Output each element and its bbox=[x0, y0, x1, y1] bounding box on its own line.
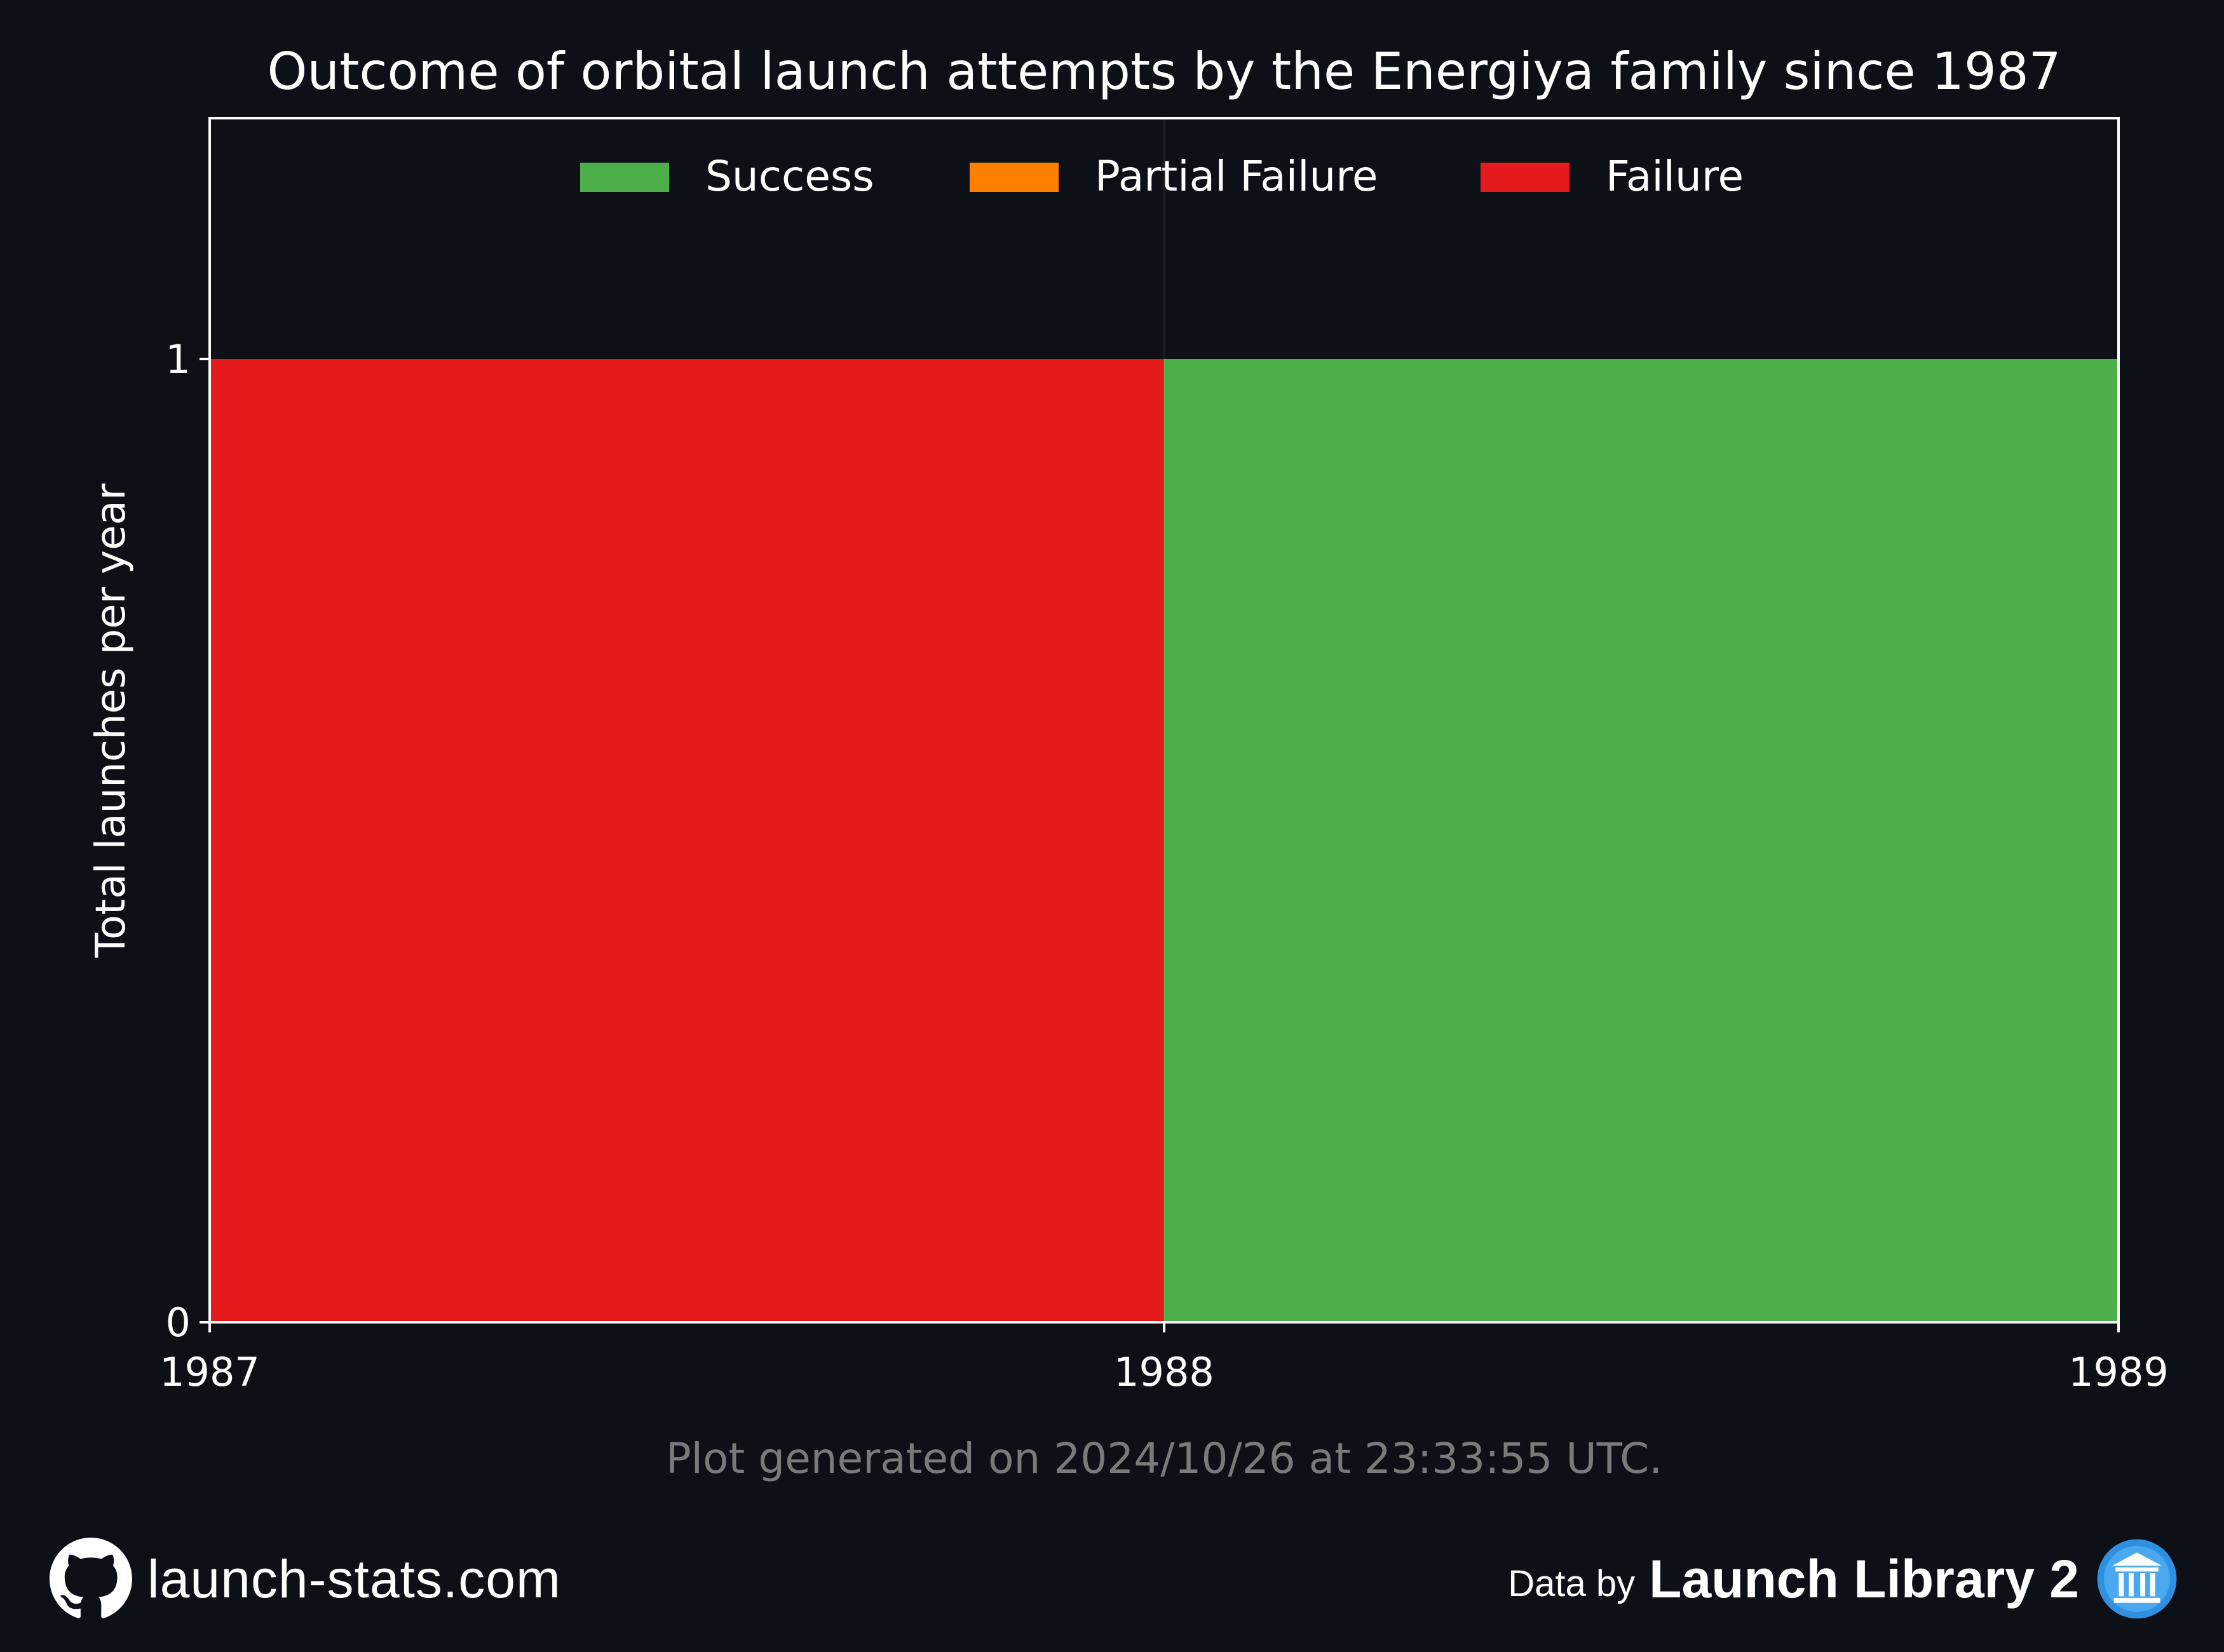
x-tick-label: 1987 bbox=[159, 1349, 260, 1395]
github-icon bbox=[50, 1538, 132, 1618]
generated-timestamp: Plot generated on 2024/10/26 at 23:33:55… bbox=[666, 1434, 1662, 1483]
legend-item-success: Success bbox=[580, 152, 874, 201]
chart-title: Outcome of orbital launch attempts by th… bbox=[267, 42, 2061, 101]
legend: Success Partial Failure Failure bbox=[580, 152, 1744, 201]
legend-label: Success bbox=[705, 152, 874, 201]
bar-failure-1987 bbox=[210, 359, 1164, 1322]
y-tick-label: 0 bbox=[166, 1299, 191, 1346]
bar-success-1988 bbox=[1164, 359, 2119, 1322]
x-tick-label: 1988 bbox=[1114, 1349, 1214, 1395]
bars bbox=[210, 118, 2119, 1322]
legend-swatch bbox=[580, 163, 669, 192]
footer-data-source: Data by Launch Library 2 bbox=[1508, 1538, 2178, 1620]
footer-site: launch-stats.com bbox=[50, 1538, 561, 1620]
legend-swatch bbox=[970, 163, 1059, 192]
legend-label: Partial Failure bbox=[1095, 152, 1378, 201]
launch-library-icon bbox=[2097, 1539, 2177, 1619]
y-axis-label: Total launches per year bbox=[88, 483, 135, 958]
site-name: launch-stats.com bbox=[147, 1548, 561, 1609]
data-by-label: Data by bbox=[1508, 1562, 1636, 1604]
x-axis: 1987 1988 1989 bbox=[159, 1322, 2169, 1395]
x-tick-label: 1989 bbox=[2068, 1349, 2169, 1395]
y-tick-label: 1 bbox=[166, 336, 191, 383]
legend-label: Failure bbox=[1606, 152, 1744, 201]
legend-swatch bbox=[1481, 163, 1570, 192]
legend-item-partial-failure: Partial Failure bbox=[970, 152, 1378, 201]
y-axis: 01 bbox=[166, 336, 210, 1346]
legend-item-failure: Failure bbox=[1481, 152, 1744, 201]
library-name: Launch Library 2 bbox=[1649, 1548, 2079, 1609]
